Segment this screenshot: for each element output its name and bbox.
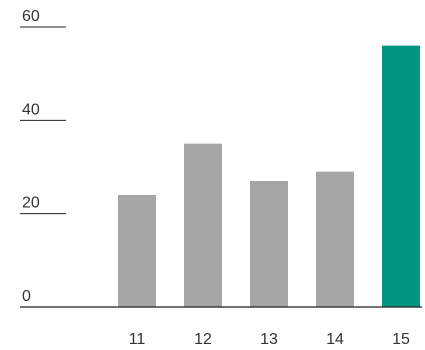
- bar-14: [316, 171, 354, 307]
- x-tick-label: 11: [129, 331, 146, 348]
- y-tick-label: 40: [22, 101, 40, 118]
- x-tick-label: 13: [260, 331, 278, 348]
- x-tick-label: 12: [194, 331, 212, 348]
- bar-13: [250, 181, 288, 307]
- bars: [118, 45, 420, 308]
- y-axis-ticks: 0 20 40 60: [20, 8, 66, 305]
- x-tick-label: 14: [326, 331, 344, 348]
- x-tick-label: 15: [392, 331, 410, 348]
- bar-15: [382, 45, 420, 308]
- x-axis-ticks: 11 12 13 14 15: [129, 331, 410, 348]
- y-tick-label: 60: [22, 8, 40, 25]
- y-tick-label: 0: [22, 288, 31, 305]
- bar-12: [184, 143, 222, 307]
- bar-11: [118, 195, 156, 307]
- y-tick-label: 20: [22, 195, 40, 212]
